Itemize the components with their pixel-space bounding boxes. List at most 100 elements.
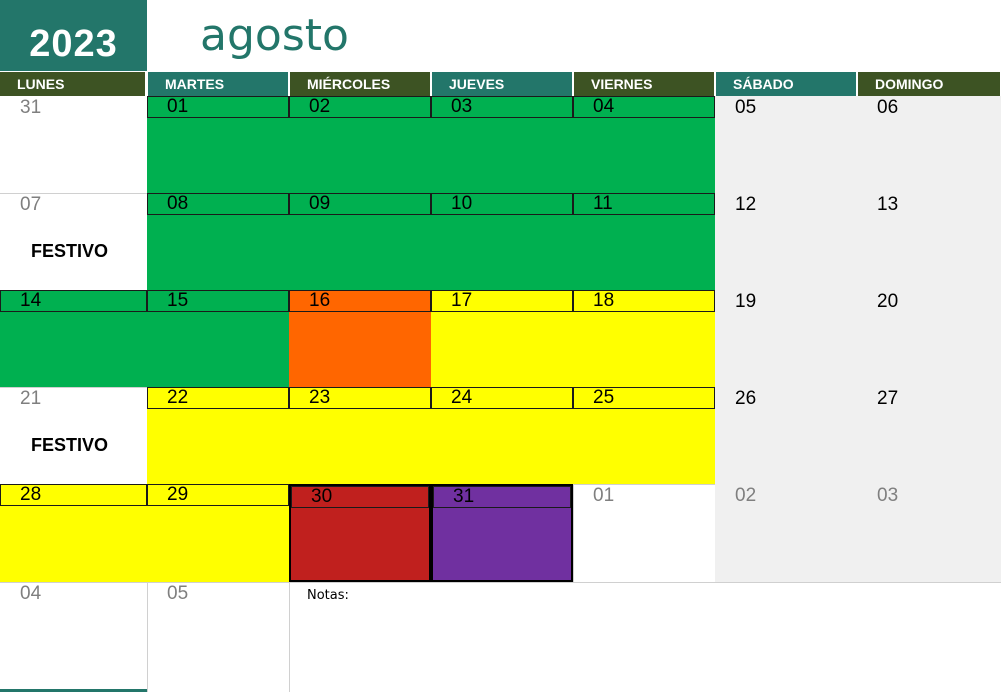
weekday-header: MARTES bbox=[148, 72, 288, 96]
weekday-header-row: LUNES MARTES MIÉRCOLES JUEVES VIERNES SÁBADO D… bbox=[0, 72, 1001, 96]
grid-divider bbox=[0, 582, 1001, 583]
day-number-band: 24 bbox=[431, 387, 573, 409]
calendar-day-cell[interactable]: 04 bbox=[0, 582, 147, 692]
calendar-day-cell[interactable]: 10 bbox=[431, 193, 573, 290]
calendar-day-cell[interactable]: 09 bbox=[289, 193, 431, 290]
calendar-day-cell[interactable]: 19 bbox=[715, 290, 857, 387]
day-number: 16 bbox=[309, 290, 331, 311]
day-number: 27 bbox=[877, 388, 899, 409]
calendar-day-cell[interactable]: 31 bbox=[431, 484, 573, 582]
day-number: 05 bbox=[735, 97, 757, 118]
day-number-band: 03 bbox=[431, 96, 573, 118]
calendar-day-cell[interactable]: 12 bbox=[715, 193, 857, 290]
calendar-day-cell[interactable]: 08 bbox=[147, 193, 289, 290]
day-number: 13 bbox=[877, 194, 899, 215]
day-number: 18 bbox=[593, 290, 615, 311]
calendar-day-cell[interactable]: 24 bbox=[431, 387, 573, 484]
day-number-band: 18 bbox=[573, 290, 715, 312]
day-number: 07 bbox=[20, 194, 42, 215]
day-number-band: 31 bbox=[433, 486, 571, 508]
day-number: 01 bbox=[593, 485, 615, 506]
day-number-band: 08 bbox=[147, 193, 289, 215]
calendar-day-cell[interactable]: 14 bbox=[0, 290, 147, 387]
day-number: 23 bbox=[309, 387, 331, 408]
calendar-day-cell[interactable]: 22 bbox=[147, 387, 289, 484]
calendar-day-cell[interactable]: 01 bbox=[147, 96, 289, 193]
day-number-band: 02 bbox=[289, 96, 431, 118]
calendar-day-cell[interactable]: 17 bbox=[431, 290, 573, 387]
day-number: 01 bbox=[167, 96, 189, 117]
calendar-day-cell[interactable]: 29 bbox=[147, 484, 289, 582]
calendar-day-cell[interactable]: 15 bbox=[147, 290, 289, 387]
weekday-header: LUNES bbox=[0, 72, 145, 96]
day-number: 14 bbox=[20, 290, 42, 311]
day-number: 04 bbox=[20, 583, 42, 604]
calendar-day-cell[interactable]: 20 bbox=[857, 290, 1001, 387]
day-number-band: 09 bbox=[289, 193, 431, 215]
day-number: 08 bbox=[167, 193, 189, 214]
weekday-header: DOMINGO bbox=[858, 72, 1000, 96]
day-number: 15 bbox=[167, 290, 189, 311]
day-number: 30 bbox=[311, 486, 333, 507]
calendar-day-cell[interactable]: 03 bbox=[857, 484, 1001, 582]
calendar-day-cell[interactable]: 04 bbox=[573, 96, 715, 193]
calendar-day-cell[interactable]: 03 bbox=[431, 96, 573, 193]
day-number: 12 bbox=[735, 194, 757, 215]
calendar-day-cell[interactable]: 25 bbox=[573, 387, 715, 484]
calendar-day-cell[interactable]: 01 bbox=[573, 484, 715, 582]
calendar-day-cell[interactable]: 02 bbox=[715, 484, 857, 582]
holiday-label: FESTIVO bbox=[31, 435, 109, 455]
calendar-day-cell[interactable]: 02 bbox=[289, 96, 431, 193]
day-number: 05 bbox=[167, 583, 189, 604]
day-number: 03 bbox=[451, 96, 473, 117]
calendar-grid: 31 01 02 03 04 05 06 07 FESTIVO 08 09 10 11 12 13 14 15 1… bbox=[0, 96, 1001, 692]
day-number: 02 bbox=[309, 96, 331, 117]
calendar-day-cell[interactable]: 05 bbox=[147, 582, 289, 692]
day-number-band: 29 bbox=[147, 484, 289, 506]
day-number: 19 bbox=[735, 291, 757, 312]
month-title: agosto bbox=[200, 10, 349, 61]
day-number: 11 bbox=[593, 193, 613, 214]
day-number-band: 04 bbox=[573, 96, 715, 118]
day-number-band: 14 bbox=[0, 290, 147, 312]
day-number: 31 bbox=[453, 486, 475, 507]
day-number: 22 bbox=[167, 387, 189, 408]
holiday-label: FESTIVO bbox=[31, 241, 109, 261]
calendar-day-cell[interactable]: 26 bbox=[715, 387, 857, 484]
day-number-band: 01 bbox=[147, 96, 289, 118]
day-number: 04 bbox=[593, 96, 615, 117]
calendar-day-cell[interactable]: 27 bbox=[857, 387, 1001, 484]
year-label: 2023 bbox=[0, 0, 147, 71]
calendar-day-cell[interactable]: 28 bbox=[0, 484, 147, 582]
day-number-band: 23 bbox=[289, 387, 431, 409]
calendar-day-cell[interactable]: 31 bbox=[0, 96, 147, 193]
calendar-day-cell[interactable]: 21 FESTIVO bbox=[0, 387, 147, 484]
day-number-band: 11 bbox=[573, 193, 715, 215]
day-number-band: 28 bbox=[0, 484, 147, 506]
day-number: 06 bbox=[877, 97, 899, 118]
calendar-day-cell[interactable]: 07 FESTIVO bbox=[0, 193, 147, 290]
day-number-band: 17 bbox=[431, 290, 573, 312]
weekday-header: VIERNES bbox=[574, 72, 714, 96]
day-number: 17 bbox=[451, 290, 473, 311]
calendar-day-cell[interactable]: 05 bbox=[715, 96, 857, 193]
bottom-accent-line bbox=[0, 689, 147, 692]
day-number: 31 bbox=[20, 97, 42, 118]
day-number: 02 bbox=[735, 485, 757, 506]
calendar-day-cell[interactable]: 13 bbox=[857, 193, 1001, 290]
calendar-day-cell[interactable]: 23 bbox=[289, 387, 431, 484]
day-number-band: 30 bbox=[291, 486, 429, 508]
day-number: 25 bbox=[593, 387, 615, 408]
calendar-day-cell[interactable]: 30 bbox=[289, 484, 431, 582]
calendar-day-cell[interactable]: 16 bbox=[289, 290, 431, 387]
calendar-day-cell[interactable]: 06 bbox=[857, 96, 1001, 193]
calendar-day-cell[interactable]: 11 bbox=[573, 193, 715, 290]
day-number-band: 22 bbox=[147, 387, 289, 409]
day-number-band: 10 bbox=[431, 193, 573, 215]
day-number: 26 bbox=[735, 388, 757, 409]
weekday-header: MIÉRCOLES bbox=[290, 72, 430, 96]
calendar-day-cell[interactable]: 18 bbox=[573, 290, 715, 387]
day-number: 29 bbox=[167, 484, 189, 505]
day-number: 20 bbox=[877, 291, 899, 312]
day-number: 28 bbox=[20, 484, 42, 505]
